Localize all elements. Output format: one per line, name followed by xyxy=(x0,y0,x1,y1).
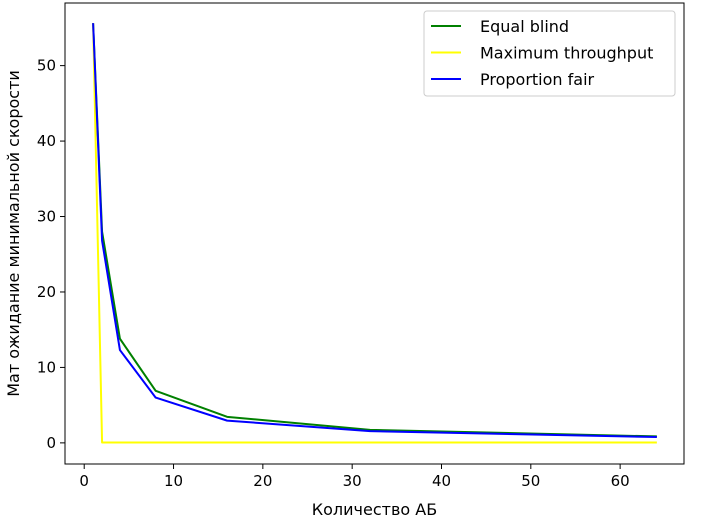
legend-box xyxy=(423,10,676,97)
x-axis-label: Количество АБ xyxy=(312,500,437,519)
y-axis-label: Мат ожидание минимальной скорости xyxy=(4,70,23,397)
y-tick-label: 10 xyxy=(37,358,56,376)
legend-label-2: Maximum throughput xyxy=(480,44,653,63)
legend: Equal blind Maximum throughput Proportion … xyxy=(423,10,676,97)
series-line-3 xyxy=(92,23,657,439)
x-tick-label: 0 xyxy=(79,472,89,490)
y-tick-label: 20 xyxy=(37,283,56,301)
legend-label-3: Proportion fair xyxy=(480,70,595,89)
x-tick-label: 60 xyxy=(611,472,630,490)
y-tick-label: 0 xyxy=(46,434,56,452)
series-line-2 xyxy=(92,23,657,444)
y-tick-label: 40 xyxy=(37,132,56,150)
y-tick-label: 30 xyxy=(37,208,56,226)
axes-frame xyxy=(64,2,685,465)
x-tick-label: 30 xyxy=(343,472,362,490)
series-group xyxy=(92,23,657,444)
x-tick-label: 20 xyxy=(253,472,272,490)
x-tick-label: 50 xyxy=(521,472,540,490)
axes: 0 10 20 30 40 50 60 0 10 20 30 40 50 xyxy=(37,2,685,490)
y-tick-label: 50 xyxy=(37,57,56,75)
x-tick-label: 40 xyxy=(432,472,451,490)
legend-label-1: Equal blind xyxy=(480,17,569,36)
x-tick-label: 10 xyxy=(164,472,183,490)
